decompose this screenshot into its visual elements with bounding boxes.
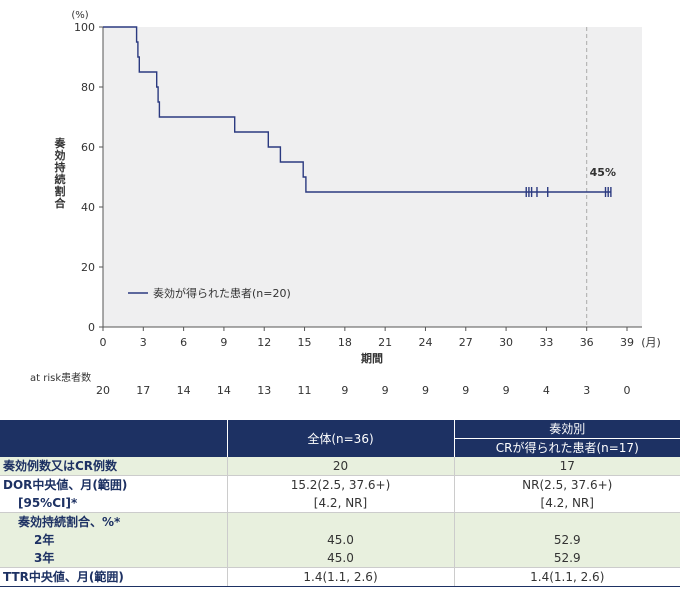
at-risk-count: 0	[624, 384, 631, 397]
x-axis-ticks: 0 3 6 9 12 15 18 21 24 27 30 33 36 39	[100, 327, 634, 349]
at-risk-count: 20	[96, 384, 110, 397]
at-risk-count: 17	[136, 384, 150, 397]
y-tick-label: 40	[81, 201, 95, 214]
row-label: TTR中央値、月(範囲)	[0, 567, 227, 587]
at-risk-count: 9	[341, 384, 348, 397]
at-risk-counts: 20 17 14 14 13 11 9 9 9 9 9 4 3 0	[96, 384, 631, 397]
y-tick-label: 0	[88, 321, 95, 334]
row-label: 奏効持続割合、%*	[0, 512, 227, 531]
header-blank	[0, 420, 227, 457]
table-row: DOR中央値、月(範囲) 15.2(2.5, 37.6+) NR(2.5, 37…	[0, 475, 680, 494]
table-row: 奏効持続割合、%*	[0, 512, 680, 531]
at-risk-count: 4	[543, 384, 550, 397]
x-tick-label: 18	[338, 336, 352, 349]
at-risk-count: 9	[503, 384, 510, 397]
cell-all: 20	[226, 457, 454, 476]
cell-all: 45.0	[226, 549, 454, 568]
x-tick-label: 15	[298, 336, 312, 349]
y-tick-label: 80	[81, 81, 95, 94]
at-risk-count: 9	[462, 384, 469, 397]
table-subheader-row: CRが得られた患者(n=17)	[0, 438, 680, 457]
row-label: 2年	[0, 531, 227, 549]
table-row: 2年 45.0 52.9	[0, 531, 680, 549]
row-label: [95%CI]*	[18, 496, 78, 510]
y-tick-label: 100	[74, 21, 95, 34]
table-row: [95%CI]* [4.2, NR] [4.2, NR]	[0, 494, 680, 513]
table-row: 3年 45.0 52.9	[0, 549, 680, 568]
header-group: 奏効別	[453, 420, 680, 439]
at-risk-count: 9	[422, 384, 429, 397]
plot-background	[103, 27, 642, 327]
y-axis-ticks: 0 20 40 60 80 100	[74, 21, 103, 334]
cell-cr: [4.2, NR]	[453, 494, 680, 513]
legend-label: 奏効が得られた患者(n=20)	[153, 286, 291, 300]
at-risk-count: 14	[177, 384, 191, 397]
x-tick-label: 30	[499, 336, 513, 349]
x-tick-label: 9	[220, 336, 227, 349]
cell-all	[226, 512, 454, 531]
cell-cr: 1.4(1.1, 2.6)	[453, 567, 680, 587]
cell-all: 1.4(1.1, 2.6)	[226, 567, 454, 587]
x-unit-label: (月)	[641, 336, 661, 349]
at-risk-count: 9	[382, 384, 389, 397]
summary-table: 全体(n=36) 奏効別 CRが得られた患者(n=17) 奏効例数又はCR例数 …	[0, 420, 680, 587]
cell-cr: 52.9	[453, 549, 680, 568]
cell-all: 45.0	[226, 531, 454, 549]
x-axis-title: 期間	[361, 351, 383, 365]
header-cr: CRが得られた患者(n=17)	[453, 438, 680, 457]
y-tick-label: 60	[81, 141, 95, 154]
x-tick-label: 0	[100, 336, 107, 349]
cell-cr: 52.9	[453, 531, 680, 549]
header-all: 全体(n=36)	[226, 420, 454, 457]
table-row: 奏効例数又はCR例数 20 17	[0, 457, 680, 476]
x-tick-label: 12	[257, 336, 271, 349]
at-risk-count: 14	[217, 384, 231, 397]
x-tick-label: 36	[580, 336, 594, 349]
x-tick-label: 33	[539, 336, 553, 349]
table-header-row: 全体(n=36) 奏効別	[0, 420, 680, 457]
row-label: DOR中央値、月(範囲)	[0, 475, 227, 494]
cell-cr: NR(2.5, 37.6+)	[453, 475, 680, 494]
cell-all: 15.2(2.5, 37.6+)	[226, 475, 454, 494]
row-label: 奏効例数又はCR例数	[0, 457, 227, 476]
y-unit-label: (%)	[71, 10, 88, 21]
x-tick-label: 27	[459, 336, 473, 349]
km-survival-line	[103, 26, 611, 193]
x-tick-label: 39	[620, 336, 634, 349]
cell-cr	[453, 512, 680, 531]
y-axis-title: 奏効持続割合	[54, 136, 67, 210]
x-tick-label: 6	[180, 336, 187, 349]
at-risk-label: at risk患者数	[30, 371, 91, 384]
cell-all: [4.2, NR]	[226, 494, 454, 513]
x-tick-label: 24	[418, 336, 432, 349]
x-tick-label: 3	[140, 336, 147, 349]
at-risk-count: 13	[257, 384, 271, 397]
annotation-45-percent: 45%	[590, 166, 616, 179]
table-row: TTR中央値、月(範囲) 1.4(1.1, 2.6) 1.4(1.1, 2.6)	[0, 567, 680, 587]
censor-marks	[525, 187, 612, 197]
x-tick-label: 21	[378, 336, 392, 349]
row-label: 3年	[0, 549, 227, 568]
at-risk-count: 11	[298, 384, 312, 397]
cell-cr: 17	[453, 457, 680, 476]
y-tick-label: 20	[81, 261, 95, 274]
at-risk-count: 3	[583, 384, 590, 397]
